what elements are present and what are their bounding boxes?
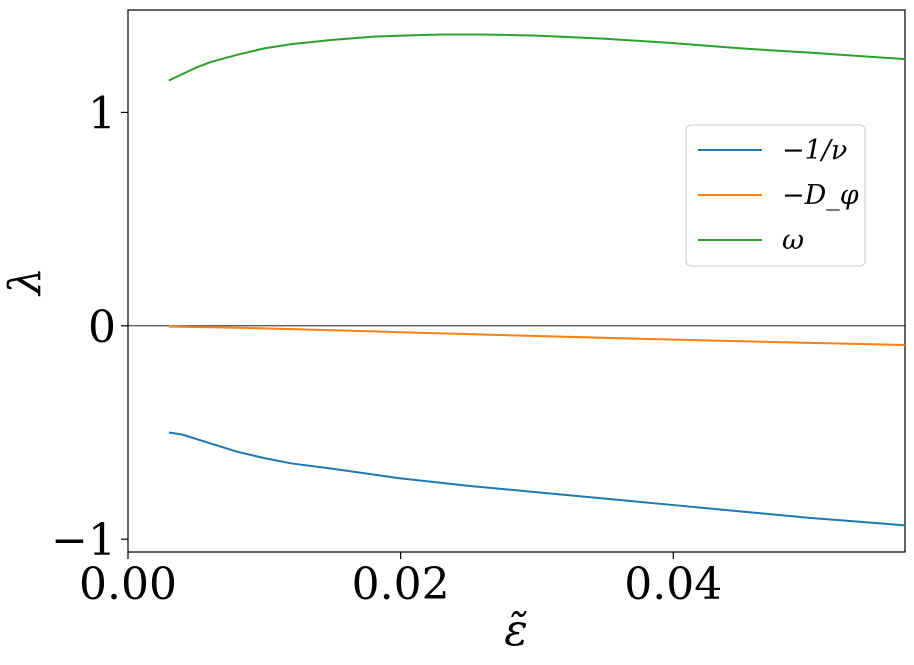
series-line-3 xyxy=(168,33,906,82)
series-line-2 xyxy=(168,325,906,347)
plot-frame xyxy=(127,9,906,553)
x-axis-title: ε̃ xyxy=(504,605,528,656)
legend: −1/ν −D_φ ω xyxy=(685,124,866,267)
y-tick-label: 0 xyxy=(88,302,116,353)
x-tick-label: 0.00 xyxy=(79,559,177,610)
x-tick-label: 0.04 xyxy=(624,559,722,610)
legend-label: −D_φ xyxy=(782,180,859,211)
x-tick-label: 0.02 xyxy=(352,559,450,610)
legend-box xyxy=(685,124,866,267)
y-axis: −1 0 1 xyxy=(51,88,128,566)
series-layer xyxy=(168,33,906,527)
y-axis-title: λ xyxy=(0,267,51,297)
series-line-1 xyxy=(168,431,906,527)
legend-items: −1/ν −D_φ ω xyxy=(698,135,859,256)
x-axis: 0.00 0.02 0.04 xyxy=(79,552,722,610)
legend-label: ω xyxy=(782,225,804,256)
y-tick-label: 1 xyxy=(88,88,116,139)
y-tick-label: −1 xyxy=(51,515,116,566)
plot-area xyxy=(127,9,906,553)
legend-label: −1/ν xyxy=(782,135,847,166)
